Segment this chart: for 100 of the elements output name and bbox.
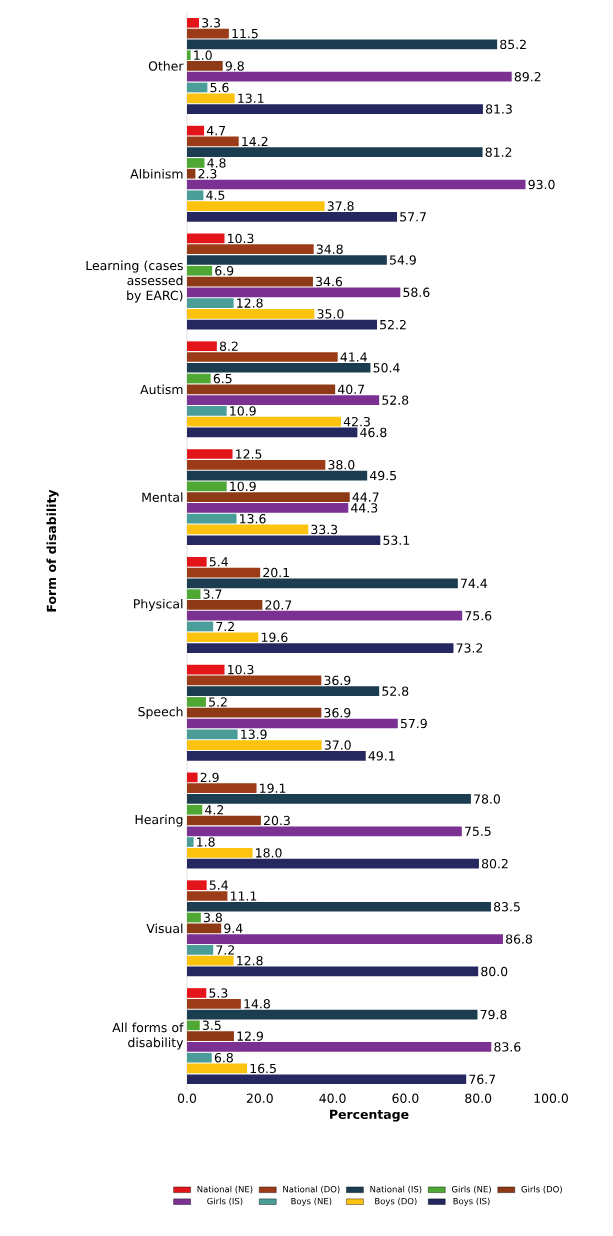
data-label: 13.6 [240, 513, 266, 524]
bar [187, 158, 205, 168]
data-label: 93.0 [528, 179, 555, 190]
data-label: 73.2 [456, 643, 483, 653]
bar [187, 848, 253, 858]
x-tick-label: 80.0 [465, 1093, 492, 1103]
bar [187, 1009, 478, 1020]
bar [187, 427, 358, 438]
bar [187, 93, 235, 104]
data-label: 10.9 [230, 481, 256, 492]
data-label: 44.3 [351, 503, 378, 513]
bar [187, 492, 350, 502]
y-tick-label: Mental [142, 492, 183, 502]
bar [187, 104, 483, 114]
bar [187, 82, 208, 93]
y-tick-label: Speech [138, 706, 183, 719]
bar [187, 503, 349, 513]
bar [187, 470, 368, 481]
data-label: 37.0 [324, 740, 351, 750]
data-label: 12.9 [237, 1031, 263, 1041]
bar [187, 1063, 248, 1074]
bar [187, 71, 512, 82]
bar [187, 783, 257, 794]
data-label: 6.5 [213, 373, 232, 384]
legend-label: National (DO) [283, 1185, 340, 1194]
y-tick-label: Hearing [135, 814, 183, 827]
bar [187, 664, 225, 675]
data-label: 52.8 [382, 686, 409, 696]
data-label: 50.4 [373, 363, 400, 373]
data-label: 40.7 [337, 384, 365, 395]
bar [187, 815, 261, 826]
data-label: 14.2 [242, 136, 268, 147]
data-label: 83.6 [494, 1042, 521, 1052]
y-tick-label: Autism [140, 384, 183, 395]
data-label: 42.3 [343, 416, 370, 427]
bar [187, 707, 322, 718]
data-label: 53.1 [383, 535, 410, 545]
bar [187, 233, 225, 244]
bar [187, 858, 479, 869]
x-tick-label: 40.0 [319, 1093, 346, 1103]
data-label: 37.8 [327, 201, 354, 211]
bar [187, 589, 201, 599]
y-tick-label: Other [148, 61, 184, 71]
data-label: 12.5 [236, 449, 262, 459]
bar [187, 28, 229, 39]
data-label: 83.5 [493, 902, 520, 912]
data-label: 79.8 [480, 1009, 507, 1020]
bar [187, 319, 378, 330]
bar [187, 524, 309, 535]
bar [187, 17, 200, 28]
bar [187, 39, 498, 50]
bar [187, 362, 371, 373]
data-label: 7.2 [216, 945, 234, 955]
data-label: 9.4 [224, 923, 243, 934]
bar [187, 686, 380, 697]
legend-label: Boys (NE) [291, 1197, 332, 1206]
y-tick-label: All forms of disability [112, 1022, 184, 1050]
data-label: 4.2 [205, 805, 224, 815]
bar [187, 50, 191, 61]
data-label: 20.1 [263, 567, 289, 578]
data-label: 52.2 [380, 319, 406, 330]
data-label: 2.9 [200, 772, 219, 783]
data-label: 4.8 [207, 158, 226, 168]
bar [187, 837, 194, 847]
bar [187, 556, 207, 567]
bar [187, 309, 315, 319]
data-label: 78.0 [474, 794, 501, 804]
bar [187, 1074, 467, 1085]
bar [187, 729, 238, 740]
data-label: 5.3 [209, 988, 228, 998]
data-label: 75.6 [465, 610, 492, 621]
bar [187, 923, 222, 934]
y-tick-label: Learning (cases assessed by EARC) [86, 260, 183, 303]
bar [187, 201, 325, 211]
bar [187, 966, 479, 977]
data-label: 5.4 [209, 557, 228, 567]
bar [187, 804, 203, 815]
bar [187, 880, 207, 891]
data-label: 9.8 [225, 61, 244, 71]
bar [187, 697, 206, 707]
data-label: 12.8 [237, 298, 263, 308]
data-label: 36.9 [324, 675, 351, 686]
bar [187, 567, 261, 578]
data-label: 5.2 [209, 697, 227, 707]
data-label: 41.4 [340, 352, 367, 362]
data-label: 58.6 [403, 287, 430, 298]
data-label: 34.8 [316, 244, 343, 254]
bar [187, 298, 234, 308]
data-label: 10.3 [228, 664, 254, 675]
data-label: 5.6 [210, 82, 229, 93]
data-label: 89.2 [514, 72, 541, 82]
bar [187, 891, 228, 901]
bar [187, 675, 322, 686]
data-label: 33.3 [311, 524, 338, 535]
data-label: 3.5 [202, 1020, 221, 1031]
bar [187, 212, 398, 222]
data-label: 46.8 [360, 427, 387, 438]
bar [187, 988, 207, 998]
bar [187, 998, 241, 1009]
data-label: 2.3 [198, 169, 217, 179]
